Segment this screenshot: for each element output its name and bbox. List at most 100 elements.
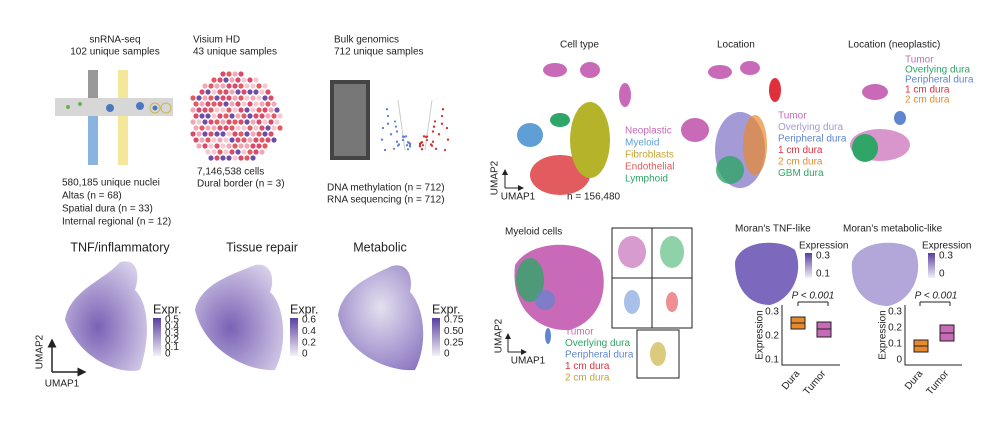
spot bbox=[196, 143, 202, 149]
spot bbox=[220, 119, 226, 125]
droplet-diagram bbox=[55, 70, 173, 165]
spot bbox=[223, 125, 229, 131]
panel-title: TNF/inflammatory bbox=[70, 240, 170, 254]
panel-subtitle: 712 unique samples bbox=[334, 47, 424, 58]
spot bbox=[271, 101, 277, 107]
panel-subtitle: 43 unique samples bbox=[193, 47, 277, 58]
panel-title: Moran's TNF-like bbox=[735, 224, 811, 235]
spot bbox=[214, 143, 220, 149]
spot bbox=[193, 137, 199, 143]
spot bbox=[265, 125, 271, 131]
spot bbox=[256, 95, 262, 101]
legend-tick: 0.3 bbox=[165, 328, 179, 339]
spot bbox=[220, 95, 226, 101]
spot bbox=[211, 89, 217, 95]
group-label: Dura bbox=[903, 368, 926, 392]
axis-label: UMAP1 bbox=[511, 356, 546, 367]
spot bbox=[223, 149, 229, 155]
legend-entry: Myeloid bbox=[625, 138, 659, 149]
spot bbox=[277, 113, 283, 119]
legend-tick: 0.4 bbox=[302, 326, 316, 337]
axis-label: UMAP2 bbox=[35, 334, 46, 369]
volcano-point bbox=[380, 138, 384, 141]
spot bbox=[208, 107, 214, 113]
panel-title: Location (neoplastic) bbox=[848, 40, 940, 51]
spot bbox=[256, 83, 262, 89]
spot bbox=[238, 95, 244, 101]
axis-label: UMAP1 bbox=[45, 379, 80, 390]
spot bbox=[205, 113, 211, 119]
location-neoplastic-umap bbox=[850, 84, 910, 162]
volcano-point bbox=[392, 147, 396, 150]
cell-count: n = 156,480 bbox=[567, 192, 621, 203]
spot bbox=[259, 89, 265, 95]
y-tick-label: 0.1 bbox=[888, 339, 902, 350]
spot bbox=[265, 89, 271, 95]
spot bbox=[253, 113, 259, 119]
spot bbox=[217, 89, 223, 95]
spot bbox=[262, 131, 268, 137]
spot bbox=[253, 101, 259, 107]
spot bbox=[217, 77, 223, 83]
spot bbox=[217, 149, 223, 155]
spot bbox=[244, 83, 250, 89]
bulk-diagram bbox=[330, 80, 450, 160]
spot bbox=[190, 95, 196, 101]
group-label: Tumor bbox=[925, 368, 952, 397]
spot bbox=[226, 155, 232, 161]
spot bbox=[223, 89, 229, 95]
spot bbox=[250, 143, 256, 149]
spot bbox=[262, 143, 268, 149]
volcano-point bbox=[406, 148, 410, 151]
volcano-point bbox=[419, 141, 423, 144]
spot bbox=[208, 83, 214, 89]
spot bbox=[205, 89, 211, 95]
spot bbox=[190, 107, 196, 113]
spot bbox=[211, 125, 217, 131]
spot bbox=[208, 119, 214, 125]
legend-tick: 0.75 bbox=[444, 315, 464, 326]
y-tick-label: 0 bbox=[896, 355, 902, 366]
spot bbox=[229, 101, 235, 107]
spot bbox=[202, 107, 208, 113]
visium-disc bbox=[190, 71, 283, 161]
spot bbox=[196, 95, 202, 101]
volcano-point bbox=[405, 144, 409, 147]
spot bbox=[190, 131, 196, 137]
spot bbox=[250, 131, 256, 137]
info-line: DNA methylation (n = 712) bbox=[327, 183, 445, 194]
legend-title: Expr. bbox=[153, 302, 182, 316]
spot bbox=[232, 155, 238, 161]
legend-entry: Peripheral dura bbox=[905, 75, 974, 86]
spot bbox=[232, 71, 238, 77]
legend-tick: 0.3 bbox=[816, 251, 830, 262]
p-value: P < 0.001 bbox=[915, 291, 958, 302]
volcano-point bbox=[418, 143, 422, 147]
legend-tick: 0.2 bbox=[165, 335, 179, 346]
volcano-point bbox=[383, 148, 387, 152]
volcano-point bbox=[445, 126, 449, 130]
panel-title: snRNA-seq bbox=[89, 35, 140, 46]
panel-title: Tissue repair bbox=[226, 240, 298, 254]
legend-entry: Neoplastic bbox=[625, 126, 672, 137]
info-line: 7,146,538 cells bbox=[197, 167, 264, 178]
panel-title: Bulk genomics bbox=[334, 35, 399, 46]
legend-entry: 1 cm dura bbox=[905, 85, 950, 96]
spot bbox=[268, 131, 274, 137]
volcano-point bbox=[431, 140, 435, 143]
spot bbox=[241, 149, 247, 155]
spot bbox=[208, 95, 214, 101]
legend-entry: 2 cm dura bbox=[778, 157, 823, 168]
spot bbox=[214, 131, 220, 137]
info-line: 580,185 unique nuclei bbox=[62, 178, 160, 189]
spot bbox=[226, 83, 232, 89]
legend-entry: 1 cm dura bbox=[778, 145, 823, 156]
spot bbox=[259, 113, 265, 119]
y-tick-label: 0.1 bbox=[765, 355, 779, 366]
spot bbox=[247, 113, 253, 119]
spot bbox=[274, 107, 280, 113]
spot bbox=[256, 143, 262, 149]
spot bbox=[193, 101, 199, 107]
spot bbox=[262, 119, 268, 125]
morans-panels bbox=[735, 242, 962, 366]
